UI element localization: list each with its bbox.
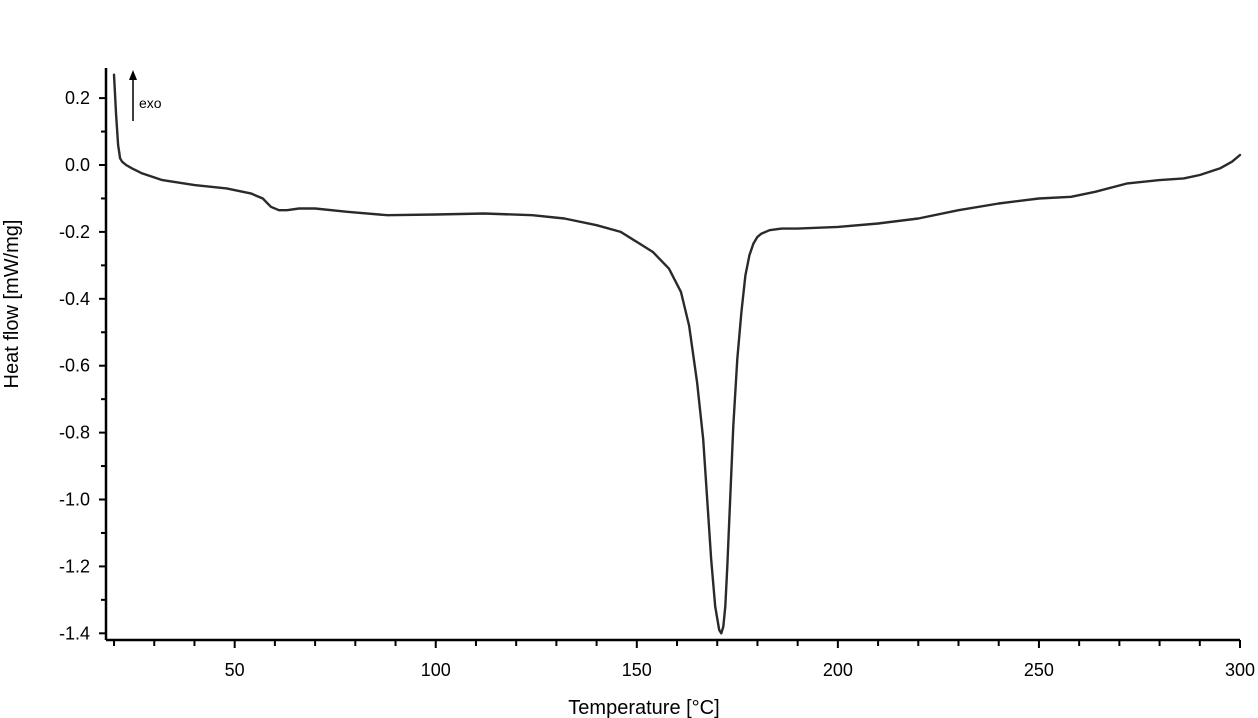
y-tick-label: -1.4 <box>59 623 90 643</box>
x-tick-label: 100 <box>421 660 451 680</box>
heat-flow-line <box>112 73 1242 635</box>
exo-label: exo <box>139 95 162 111</box>
y-axis-tick-labels: 0.2 0.0 -0.2 -0.4 -0.6 -0.8 -1.0 -1.2 -1.4 <box>59 88 90 643</box>
y-tick-label: 0.0 <box>65 155 90 175</box>
exo-arrowhead-icon <box>129 70 137 80</box>
exo-annotation: exo <box>129 70 162 121</box>
y-tick-label: -0.4 <box>59 289 90 309</box>
y-tick-label: -1.0 <box>59 490 90 510</box>
y-tick-label: -0.2 <box>59 222 90 242</box>
y-tick-label: 0.2 <box>65 88 90 108</box>
y-axis-title: Heat flow [mW/mg] <box>1 220 23 389</box>
x-tick-label: 200 <box>823 660 853 680</box>
x-axis-ticks <box>113 640 1241 648</box>
y-tick-label: -0.8 <box>59 423 90 443</box>
x-tick-label: 50 <box>225 660 245 680</box>
x-tick-label: 150 <box>622 660 652 680</box>
x-tick-label: 300 <box>1225 660 1255 680</box>
x-axis-tick-labels: 50 100 150 200 250 300 <box>225 660 1255 680</box>
x-tick-label: 250 <box>1024 660 1054 680</box>
y-tick-label: -0.6 <box>59 356 90 376</box>
y-tick-label: -1.2 <box>59 556 90 576</box>
x-axis-title: Temperature [°C] <box>568 697 719 718</box>
